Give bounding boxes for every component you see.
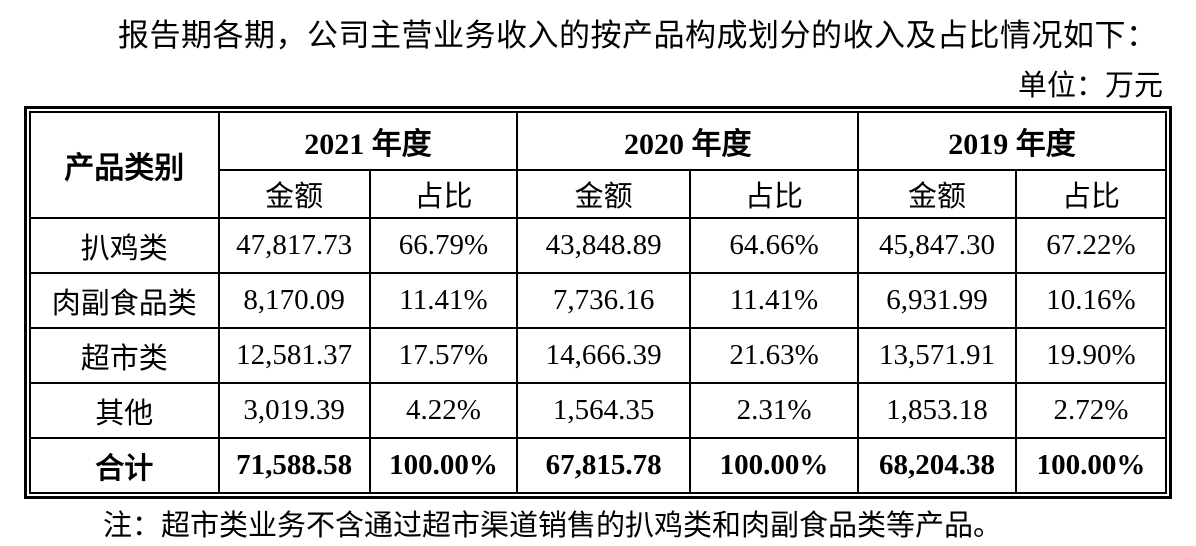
unit-label: 单位：万元 xyxy=(1017,70,1163,102)
ratio-2019-cell: 10.16% xyxy=(1015,272,1167,329)
year-header-2021: 2021 年度 xyxy=(217,111,519,171)
ratio-2020-cell: 11.41% xyxy=(688,272,860,329)
table-row: 肉副食品类 8,170.09 11.41% 7,736.16 11.41% 6,… xyxy=(29,272,1167,329)
amount-header-2020: 金额 xyxy=(516,169,691,219)
product-category-header: 产品类别 xyxy=(29,111,220,219)
ratio-2019-cell: 19.90% xyxy=(1015,327,1167,384)
year-header-2019: 2019 年度 xyxy=(857,111,1167,171)
subheader-row: 金额 占比 金额 占比 金额 占比 xyxy=(30,169,1167,219)
amount-2021-cell: 47,817.73 xyxy=(217,217,371,274)
ratio-2020-cell: 21.63% xyxy=(688,327,860,384)
ratio-2019-cell: 2.72% xyxy=(1015,382,1167,439)
ratio-2021-cell: 66.79% xyxy=(368,217,519,274)
ratio-2020-cell: 2.31% xyxy=(688,382,860,439)
amount-2020-cell: 43,848.89 xyxy=(516,217,691,274)
amount-2019-cell: 6,931.99 xyxy=(857,272,1017,329)
ratio-2020-cell: 64.66% xyxy=(688,217,860,274)
total-amount-2020-cell: 67,815.78 xyxy=(516,437,691,494)
total-amount-2019-cell: 68,204.38 xyxy=(857,437,1017,494)
footnote: 注：超市类业务不含通过超市渠道销售的扒鸡类和肉副食品类等产品。 xyxy=(103,510,1003,542)
table-row: 超市类 12,581.37 17.57% 14,666.39 21.63% 13… xyxy=(29,327,1167,384)
amount-header-2021: 金额 xyxy=(217,169,371,219)
total-row: 合计 71,588.58 100.00% 67,815.78 100.00% 6… xyxy=(29,437,1167,494)
total-ratio-2021-cell: 100.00% xyxy=(368,437,519,494)
ratio-header-2019: 占比 xyxy=(1015,169,1167,219)
table-row: 扒鸡类 47,817.73 66.79% 43,848.89 64.66% 45… xyxy=(29,217,1167,274)
ratio-2021-cell: 17.57% xyxy=(368,327,519,384)
ratio-header-2021: 占比 xyxy=(368,169,519,219)
amount-2020-cell: 1,564.35 xyxy=(516,382,691,439)
total-ratio-2020-cell: 100.00% xyxy=(688,437,860,494)
amount-2020-cell: 14,666.39 xyxy=(516,327,691,384)
amount-2021-cell: 12,581.37 xyxy=(217,327,371,384)
amount-2021-cell: 3,019.39 xyxy=(217,382,371,439)
amount-2019-cell: 13,571.91 xyxy=(857,327,1017,384)
ratio-2021-cell: 4.22% xyxy=(368,382,519,439)
product-cell: 肉副食品类 xyxy=(29,272,220,329)
year-header-row: 产品类别 2021 年度 2020 年度 2019 年度 xyxy=(29,111,1167,219)
product-cell: 其他 xyxy=(29,382,220,439)
product-cell: 扒鸡类 xyxy=(29,217,220,274)
total-amount-2021-cell: 71,588.58 xyxy=(217,437,371,494)
table-row: 其他 3,019.39 4.22% 1,564.35 2.31% 1,853.1… xyxy=(29,382,1167,439)
amount-2019-cell: 1,853.18 xyxy=(857,382,1017,439)
product-cell: 超市类 xyxy=(29,327,220,384)
ratio-2021-cell: 11.41% xyxy=(368,272,519,329)
revenue-by-product-table: 产品类别 2021 年度 2020 年度 2019 年度 金额 占比 金额 占比… xyxy=(29,111,1167,494)
amount-header-2019: 金额 xyxy=(857,169,1017,219)
ratio-2019-cell: 67.22% xyxy=(1015,217,1167,274)
intro-paragraph: 报告期各期，公司主营业务收入的按产品构成划分的收入及占比情况如下： xyxy=(118,18,1158,53)
amount-2019-cell: 45,847.30 xyxy=(857,217,1017,274)
total-label-cell: 合计 xyxy=(29,437,220,494)
year-header-2020: 2020 年度 xyxy=(516,111,860,171)
total-ratio-2019-cell: 100.00% xyxy=(1015,437,1167,494)
revenue-table-frame: 产品类别 2021 年度 2020 年度 2019 年度 金额 占比 金额 占比… xyxy=(24,106,1172,499)
amount-2020-cell: 7,736.16 xyxy=(516,272,691,329)
ratio-header-2020: 占比 xyxy=(688,169,860,219)
amount-2021-cell: 8,170.09 xyxy=(217,272,371,329)
